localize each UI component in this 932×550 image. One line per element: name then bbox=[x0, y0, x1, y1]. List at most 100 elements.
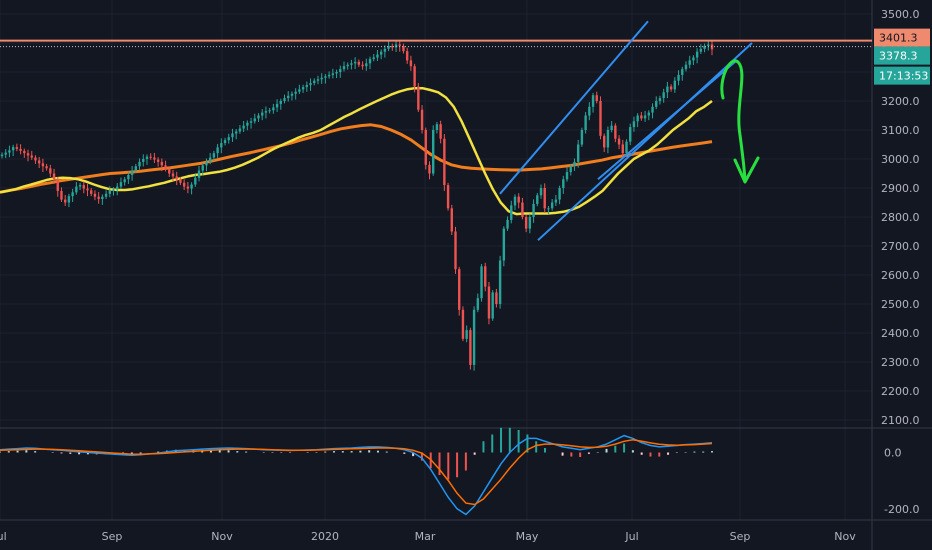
candle-body bbox=[350, 63, 353, 65]
candle-body bbox=[75, 186, 78, 193]
candle-body bbox=[435, 124, 439, 130]
signal-line bbox=[0, 439, 713, 506]
x-tick-label: Nov bbox=[211, 530, 233, 543]
candle-body bbox=[190, 184, 193, 189]
candle-body bbox=[205, 161, 208, 166]
candlestick-series bbox=[0, 39, 714, 371]
candle-body bbox=[480, 266, 483, 299]
candle-body bbox=[130, 170, 134, 175]
candle-body bbox=[487, 286, 491, 319]
candle-body bbox=[23, 150, 26, 154]
candle-body bbox=[562, 179, 565, 188]
y-tick-label: 2100.0 bbox=[881, 414, 920, 427]
x-tick-label: Jul bbox=[624, 530, 638, 543]
candle-body bbox=[692, 57, 695, 61]
y-tick-label: 2700.0 bbox=[881, 240, 920, 253]
price-badge bbox=[874, 28, 930, 47]
macd-y-tick-label: 0.0 bbox=[884, 447, 902, 460]
x-tick-label: May bbox=[516, 530, 539, 543]
candle-body bbox=[220, 143, 223, 148]
candle-body bbox=[569, 166, 572, 173]
candle-body bbox=[309, 83, 312, 86]
candle-body bbox=[316, 79, 320, 81]
candle-body bbox=[588, 106, 591, 116]
candle-body bbox=[335, 72, 338, 74]
candle-body bbox=[179, 179, 182, 183]
candle-body bbox=[342, 66, 346, 70]
price-badge-label: 3401.3 bbox=[879, 32, 918, 45]
candle-body bbox=[108, 190, 112, 194]
candle-body bbox=[439, 124, 442, 139]
candle-body bbox=[621, 144, 624, 154]
y-tick-label: 2200.0 bbox=[881, 385, 920, 398]
macd-y-tick-label: -200.0 bbox=[884, 503, 919, 516]
candle-body bbox=[145, 156, 149, 159]
candle-body bbox=[632, 121, 636, 128]
candle-body bbox=[160, 161, 164, 166]
candle-body bbox=[695, 51, 699, 58]
candle-body bbox=[0, 154, 4, 157]
candle-body bbox=[134, 166, 138, 171]
candle-body bbox=[640, 115, 643, 119]
candle-body bbox=[528, 217, 532, 229]
candle-body bbox=[684, 64, 688, 70]
candle-body bbox=[275, 103, 279, 108]
candle-body bbox=[90, 190, 93, 194]
candle-body bbox=[168, 169, 171, 174]
candle-body bbox=[34, 157, 37, 161]
y-tick-label: 3100.0 bbox=[881, 124, 920, 137]
y-tick-label: 2300.0 bbox=[881, 356, 920, 369]
candle-body bbox=[506, 219, 509, 229]
price-badge bbox=[874, 66, 930, 85]
slow-moving-average bbox=[0, 123, 713, 194]
candle-body bbox=[93, 193, 97, 197]
candle-body bbox=[327, 74, 331, 77]
x-tick-label: Mar bbox=[415, 530, 436, 543]
candle-body bbox=[249, 121, 253, 123]
candle-body bbox=[476, 298, 480, 310]
candle-body bbox=[261, 112, 264, 116]
candle-body bbox=[86, 188, 89, 191]
candle-body bbox=[127, 174, 130, 180]
candle-body bbox=[647, 112, 651, 116]
candle-body bbox=[182, 182, 186, 187]
y-tick-label: 2500.0 bbox=[881, 298, 920, 311]
candle-body bbox=[383, 48, 387, 52]
candle-body bbox=[584, 115, 587, 130]
candle-body bbox=[391, 45, 394, 48]
candle-body bbox=[216, 147, 219, 154]
candle-body bbox=[104, 193, 108, 197]
candle-body bbox=[305, 85, 309, 88]
candle-body bbox=[688, 60, 691, 65]
candle-body bbox=[56, 179, 59, 191]
candle-body bbox=[37, 160, 41, 164]
candle-body bbox=[614, 125, 617, 139]
time-axis[interactable]: Jul Sep Nov 2020 Mar May Jul Sep Nov bbox=[0, 530, 856, 543]
channel-lower-line bbox=[537, 42, 753, 241]
candle-body bbox=[60, 190, 63, 200]
candle-body bbox=[97, 196, 100, 200]
macd-panel bbox=[0, 427, 713, 516]
slow-ma-line bbox=[0, 123, 713, 194]
candle-body bbox=[15, 147, 19, 149]
candle-body bbox=[602, 135, 606, 148]
candle-body bbox=[710, 44, 714, 50]
candle-body bbox=[26, 153, 30, 156]
candle-body bbox=[253, 118, 256, 122]
candle-body bbox=[101, 196, 104, 200]
candle-body bbox=[550, 202, 554, 209]
fast-moving-average bbox=[0, 86, 713, 216]
candle-body bbox=[257, 115, 260, 119]
candle-body bbox=[398, 44, 401, 46]
candle-body bbox=[234, 131, 238, 134]
candle-body bbox=[443, 138, 446, 186]
candle-body bbox=[536, 195, 539, 204]
price-badge bbox=[874, 46, 930, 65]
y-tick-label: 2900.0 bbox=[881, 182, 920, 195]
candle-body bbox=[339, 69, 342, 72]
candle-body bbox=[558, 188, 561, 200]
candle-body bbox=[30, 155, 33, 158]
x-tick-label: Nov bbox=[834, 530, 856, 543]
candle-body bbox=[223, 140, 227, 144]
